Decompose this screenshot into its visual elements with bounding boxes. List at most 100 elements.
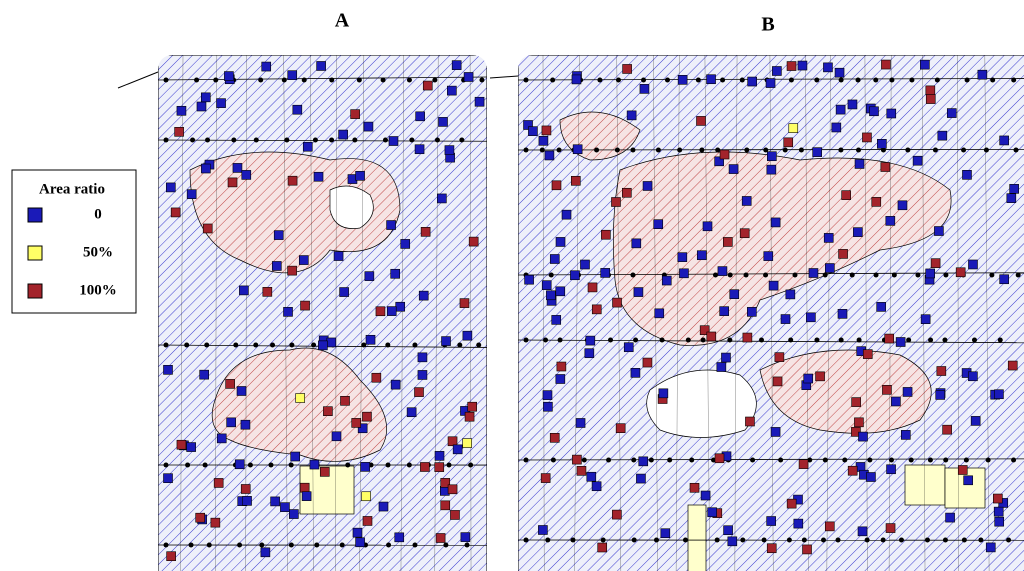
node — [545, 537, 551, 543]
node — [1011, 77, 1017, 83]
node — [288, 542, 294, 548]
parcel-marker — [788, 123, 799, 133]
node — [873, 272, 879, 278]
parcel-marker — [700, 490, 711, 501]
parcel-marker — [854, 417, 864, 428]
parcel-marker — [270, 496, 280, 507]
parcel-marker — [224, 71, 234, 81]
node — [963, 457, 969, 463]
parcel-marker — [622, 64, 632, 74]
node — [889, 77, 895, 83]
parcel-marker — [464, 411, 475, 422]
node — [905, 147, 911, 153]
parcel-marker — [639, 84, 650, 94]
node — [581, 457, 587, 463]
node — [301, 77, 307, 83]
node — [412, 542, 418, 548]
parcel-marker — [742, 332, 753, 343]
node — [727, 272, 733, 278]
node — [600, 537, 606, 543]
node — [361, 342, 367, 348]
parcel-marker — [452, 444, 463, 455]
parcel-marker — [226, 417, 236, 428]
parcel-marker — [881, 59, 891, 70]
node — [856, 337, 862, 343]
parcel-marker — [766, 543, 777, 554]
node — [385, 462, 391, 468]
parcel-marker — [815, 371, 825, 382]
parcel-marker — [572, 454, 582, 465]
parcel-edge — [335, 55, 337, 571]
parcel-marker — [600, 268, 611, 278]
parcel-marker — [785, 289, 796, 300]
node — [311, 342, 317, 348]
parcel-marker — [375, 306, 386, 317]
parcel-marker — [462, 438, 472, 448]
node — [213, 77, 219, 83]
parcel-marker — [551, 315, 562, 325]
node — [1011, 457, 1017, 463]
parcel-marker — [339, 287, 349, 297]
parcel-marker — [298, 255, 309, 265]
parcel-marker — [447, 85, 457, 96]
parcel-marker — [538, 135, 549, 146]
road — [518, 148, 1024, 151]
node — [927, 457, 933, 463]
parcel-marker — [561, 209, 572, 220]
parcel-marker — [689, 482, 700, 493]
parcel-marker — [163, 365, 173, 375]
node — [971, 337, 977, 343]
parcel-marker — [937, 130, 948, 141]
parcel-marker — [544, 150, 555, 161]
map-panel-b — [518, 55, 1024, 571]
parcel-marker — [302, 141, 313, 152]
parcel-marker — [837, 309, 848, 319]
parcel-marker — [350, 109, 360, 119]
parcel-marker — [847, 465, 858, 476]
node — [459, 137, 465, 143]
parcel-marker — [877, 139, 887, 149]
parcel-marker — [835, 104, 846, 115]
node — [989, 272, 995, 278]
node — [990, 77, 996, 83]
node — [190, 137, 196, 143]
parcel-marker — [934, 226, 944, 236]
parcel-marker — [955, 267, 966, 278]
parcel-marker — [770, 217, 781, 228]
parcel-marker — [985, 542, 996, 553]
node — [743, 272, 749, 278]
parcel-marker — [936, 366, 947, 376]
parcel-marker — [772, 376, 783, 387]
parcel-marker — [696, 250, 707, 261]
parcel-marker — [388, 136, 399, 146]
parcel-marker — [176, 105, 187, 116]
parcel-marker — [538, 525, 548, 535]
parcel-marker — [435, 533, 446, 543]
parcel-marker — [280, 502, 290, 512]
parcel-marker — [541, 280, 552, 290]
parcel-marker — [696, 116, 706, 126]
node — [835, 537, 841, 543]
parcel-marker — [199, 369, 209, 380]
parcel-marker — [857, 526, 868, 537]
parcel-marker — [803, 373, 814, 384]
parcel-edge — [826, 55, 831, 571]
node — [1006, 537, 1012, 543]
parcel-edge — [180, 55, 184, 571]
parcel-edge — [675, 55, 680, 571]
node — [685, 337, 691, 343]
parcel-marker — [884, 333, 895, 344]
parcel-marker — [386, 306, 397, 316]
node — [194, 77, 200, 83]
parcel-marker — [468, 236, 479, 247]
parcel-marker — [770, 427, 781, 437]
parcel-marker — [333, 251, 344, 261]
parcel-marker — [945, 512, 955, 523]
parcel-marker — [551, 180, 562, 191]
node — [163, 462, 169, 468]
parcel-marker — [895, 337, 906, 347]
parcel-marker — [885, 523, 896, 533]
node — [978, 537, 984, 543]
node — [557, 337, 563, 343]
legend-label: 0 — [94, 206, 102, 222]
